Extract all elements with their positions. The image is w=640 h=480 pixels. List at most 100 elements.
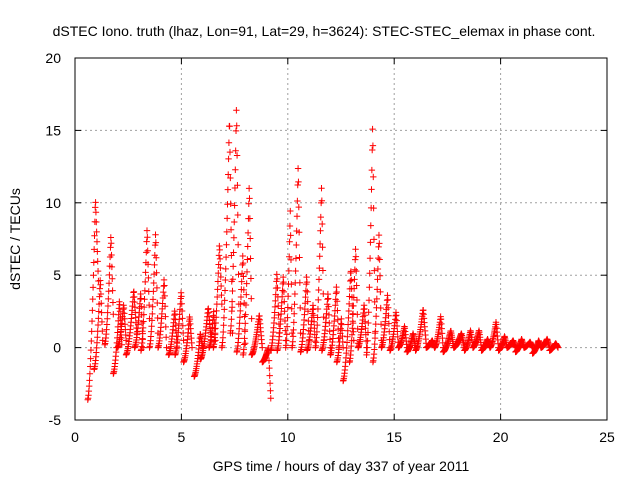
data-point	[116, 301, 123, 308]
data-point	[93, 339, 101, 346]
data-point	[154, 314, 161, 322]
data-point	[302, 293, 309, 301]
data-point	[229, 287, 236, 295]
data-point	[94, 267, 102, 275]
satellite-arc	[520, 338, 536, 351]
data-point	[325, 311, 333, 319]
data-point	[231, 218, 238, 226]
data-point	[352, 253, 360, 260]
data-point	[290, 319, 298, 326]
satellite-arc	[239, 185, 255, 359]
data-point	[161, 292, 168, 300]
data-point	[352, 246, 359, 253]
data-point	[294, 165, 302, 172]
data-point	[369, 125, 376, 133]
data-point	[364, 329, 372, 336]
data-point	[376, 272, 384, 279]
data-point	[349, 310, 357, 317]
data-point	[149, 296, 157, 303]
data-point	[225, 155, 232, 163]
data-point	[365, 319, 372, 327]
data-point	[311, 325, 318, 332]
data-point	[151, 261, 158, 269]
data-point	[288, 329, 296, 337]
data-point	[93, 218, 100, 226]
data-point	[240, 341, 248, 348]
data-point	[361, 305, 368, 313]
data-point	[243, 291, 250, 298]
data-point	[288, 281, 295, 288]
data-point	[238, 270, 246, 277]
data-point	[143, 249, 150, 256]
data-point	[394, 328, 401, 335]
satellite-arc	[154, 276, 170, 351]
data-point	[94, 321, 102, 329]
data-point	[291, 290, 299, 298]
data-point	[221, 306, 228, 313]
data-point	[98, 309, 105, 316]
data-point	[281, 317, 289, 325]
data-point	[218, 291, 225, 299]
data-point	[153, 254, 160, 261]
data-point	[348, 331, 356, 338]
satellite-arc	[450, 330, 468, 351]
data-point	[367, 239, 374, 246]
data-point	[232, 127, 240, 135]
data-point	[108, 251, 115, 259]
data-point	[233, 152, 241, 159]
data-point	[121, 310, 128, 317]
data-point	[366, 255, 374, 262]
data-point	[152, 239, 160, 246]
data-point	[141, 287, 149, 294]
data-point	[326, 328, 333, 335]
data-point	[353, 296, 361, 304]
data-point	[354, 325, 361, 333]
data-point	[223, 228, 230, 236]
data-point	[217, 273, 224, 281]
data-point	[99, 327, 106, 335]
data-point	[278, 305, 285, 312]
data-point	[277, 310, 285, 318]
data-point	[121, 315, 128, 323]
data-point	[214, 286, 221, 293]
data-point	[241, 335, 248, 342]
data-point	[120, 304, 128, 312]
data-point	[348, 337, 355, 344]
data-point	[345, 314, 352, 322]
data-point	[143, 238, 150, 245]
data-point	[339, 338, 346, 346]
data-point	[241, 328, 249, 335]
satellite-arc	[273, 273, 289, 354]
data-point	[370, 173, 377, 181]
data-point	[314, 305, 322, 313]
data-point	[85, 382, 93, 390]
data-point	[292, 255, 300, 262]
data-point	[332, 302, 339, 309]
data-point	[280, 288, 288, 296]
data-point	[213, 307, 220, 315]
data-point	[87, 355, 94, 362]
data-point	[244, 229, 252, 237]
data-point	[89, 307, 96, 314]
data-point	[333, 288, 340, 296]
data-point	[105, 295, 112, 303]
data-point	[267, 387, 274, 394]
data-point	[160, 276, 168, 284]
data-point	[88, 337, 95, 345]
data-point	[310, 312, 317, 319]
data-point	[234, 211, 241, 219]
data-point	[259, 344, 266, 351]
data-point	[178, 293, 185, 300]
data-point	[86, 370, 94, 378]
data-point	[244, 256, 251, 263]
data-point	[90, 259, 97, 266]
satellite-arc	[495, 333, 511, 354]
data-point	[267, 395, 274, 402]
data-point	[94, 333, 101, 341]
satellite-arc	[131, 290, 147, 351]
data-point	[140, 311, 148, 318]
data-point	[220, 328, 227, 336]
data-point	[248, 295, 255, 302]
x-tick-label: 10	[280, 429, 296, 445]
